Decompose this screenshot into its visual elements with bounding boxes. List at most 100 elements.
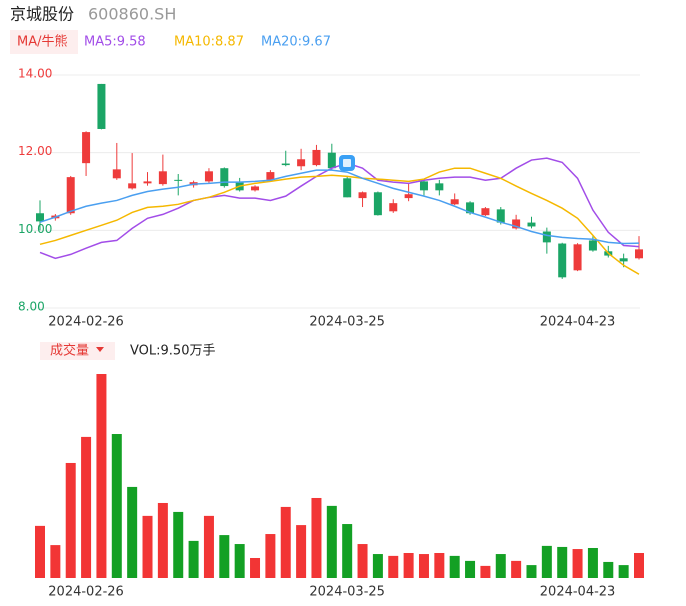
volume-bar <box>434 552 445 578</box>
legend-entry: MA20:9.67 <box>261 35 331 50</box>
candle-body <box>204 171 213 182</box>
x-tick-label: 2024-04-23 <box>540 315 616 330</box>
candle-body <box>327 152 336 169</box>
candle-body <box>635 249 643 259</box>
candle-body <box>389 203 398 212</box>
volume-bar <box>65 462 76 578</box>
candle-body <box>512 219 521 229</box>
volume-bar <box>403 552 414 578</box>
candle-body <box>481 208 490 216</box>
candle-body <box>158 171 167 185</box>
ma-line <box>39 157 640 260</box>
volume-bar <box>634 552 644 578</box>
legend-entry: MA10:8.87 <box>174 35 244 50</box>
candle-body <box>82 132 91 164</box>
volume-bar <box>557 546 568 578</box>
x-tick-label: 2024-02-26 <box>48 315 124 330</box>
candle-body <box>66 177 75 214</box>
volume-bar <box>142 515 153 578</box>
volume-bar <box>111 434 122 578</box>
volume-bar <box>280 506 291 578</box>
ma-button-bg[interactable] <box>10 30 78 54</box>
volume-bar <box>587 547 598 578</box>
volume-bar <box>618 565 629 578</box>
candle-body <box>297 159 306 167</box>
volume-button[interactable]: 成交量 <box>50 343 89 359</box>
volume-bar <box>265 534 276 578</box>
candle-body <box>558 243 567 278</box>
x-tick-label: 2024-04-23 <box>540 585 616 600</box>
x-tick-label: 2024-02-26 <box>48 585 124 600</box>
y-tick-label: 10.00 <box>18 222 52 236</box>
candle-body <box>281 163 290 166</box>
volume-bar <box>449 555 460 578</box>
candle-body <box>97 83 106 129</box>
stock-code: 600860.SH <box>88 5 176 24</box>
legend-entry: MA5:9.58 <box>84 35 146 50</box>
price-panel: 8.00 10.00 12.00 14.00 2024-02-26 2024-03-25 2… <box>18 67 643 330</box>
candle-body <box>573 244 582 271</box>
candle-body <box>450 199 459 205</box>
volume-bar <box>372 554 383 578</box>
volume-bar <box>603 561 614 578</box>
volume-bar <box>511 560 522 578</box>
candle-body <box>220 168 229 187</box>
y-tick-label: 12.00 <box>18 144 52 158</box>
event-marker-icon <box>343 159 351 167</box>
volume-bar <box>465 560 476 578</box>
candle-body <box>588 240 597 251</box>
candle-body <box>404 194 413 199</box>
volume-bar <box>296 525 307 578</box>
x-tick-label: 2024-03-25 <box>309 315 385 330</box>
candle-body <box>496 209 505 223</box>
x-tick-label: 2024-03-25 <box>309 585 385 600</box>
volume-bar <box>35 525 45 578</box>
candle-body <box>358 192 367 199</box>
candle-body <box>619 258 628 262</box>
candle-body <box>312 149 321 166</box>
candle-body <box>36 213 44 222</box>
dropdown-arrow[interactable] <box>96 347 104 352</box>
volume-bar <box>357 544 368 578</box>
volume-bar <box>234 544 245 578</box>
volume-bar <box>388 555 399 578</box>
candle-body <box>527 222 536 227</box>
candle-body <box>542 231 551 243</box>
volume-button-bg[interactable] <box>40 342 115 360</box>
volume-bar <box>157 502 168 578</box>
volume-bar <box>541 545 552 578</box>
ma-button[interactable]: MA/牛熊 <box>17 34 68 50</box>
volume-bar <box>311 497 322 578</box>
volume-bar <box>342 524 353 578</box>
candle-body <box>266 172 275 180</box>
candle-body <box>251 186 260 191</box>
volume-bar <box>188 540 199 578</box>
volume-bar <box>219 535 230 578</box>
volume-bar <box>572 549 583 578</box>
legend: MA5:9.58 MA10:8.87 MA20:9.67 <box>84 35 331 50</box>
volume-bar <box>480 565 491 578</box>
candle-body <box>435 183 444 191</box>
volume-bar <box>326 505 337 578</box>
volume-bar <box>250 557 261 578</box>
volume-bar <box>173 511 184 578</box>
candle-body <box>143 181 152 184</box>
volume-bar <box>526 565 537 578</box>
candle-body <box>112 169 121 179</box>
candle-body <box>466 202 475 214</box>
volume-bar <box>203 515 214 578</box>
candle-body <box>419 181 428 191</box>
ma-line <box>39 167 640 275</box>
ma-line <box>39 169 640 245</box>
candle-body <box>373 192 382 216</box>
volume-label: VOL:9.50万手 <box>130 344 215 359</box>
volume-bar <box>127 486 138 578</box>
volume-bar <box>96 374 107 578</box>
volume-bar <box>495 554 506 578</box>
candle-body <box>128 183 137 189</box>
candle-body <box>174 179 183 181</box>
candle-body <box>343 178 352 198</box>
volume-bar <box>50 545 61 578</box>
volume-bar <box>418 554 429 578</box>
